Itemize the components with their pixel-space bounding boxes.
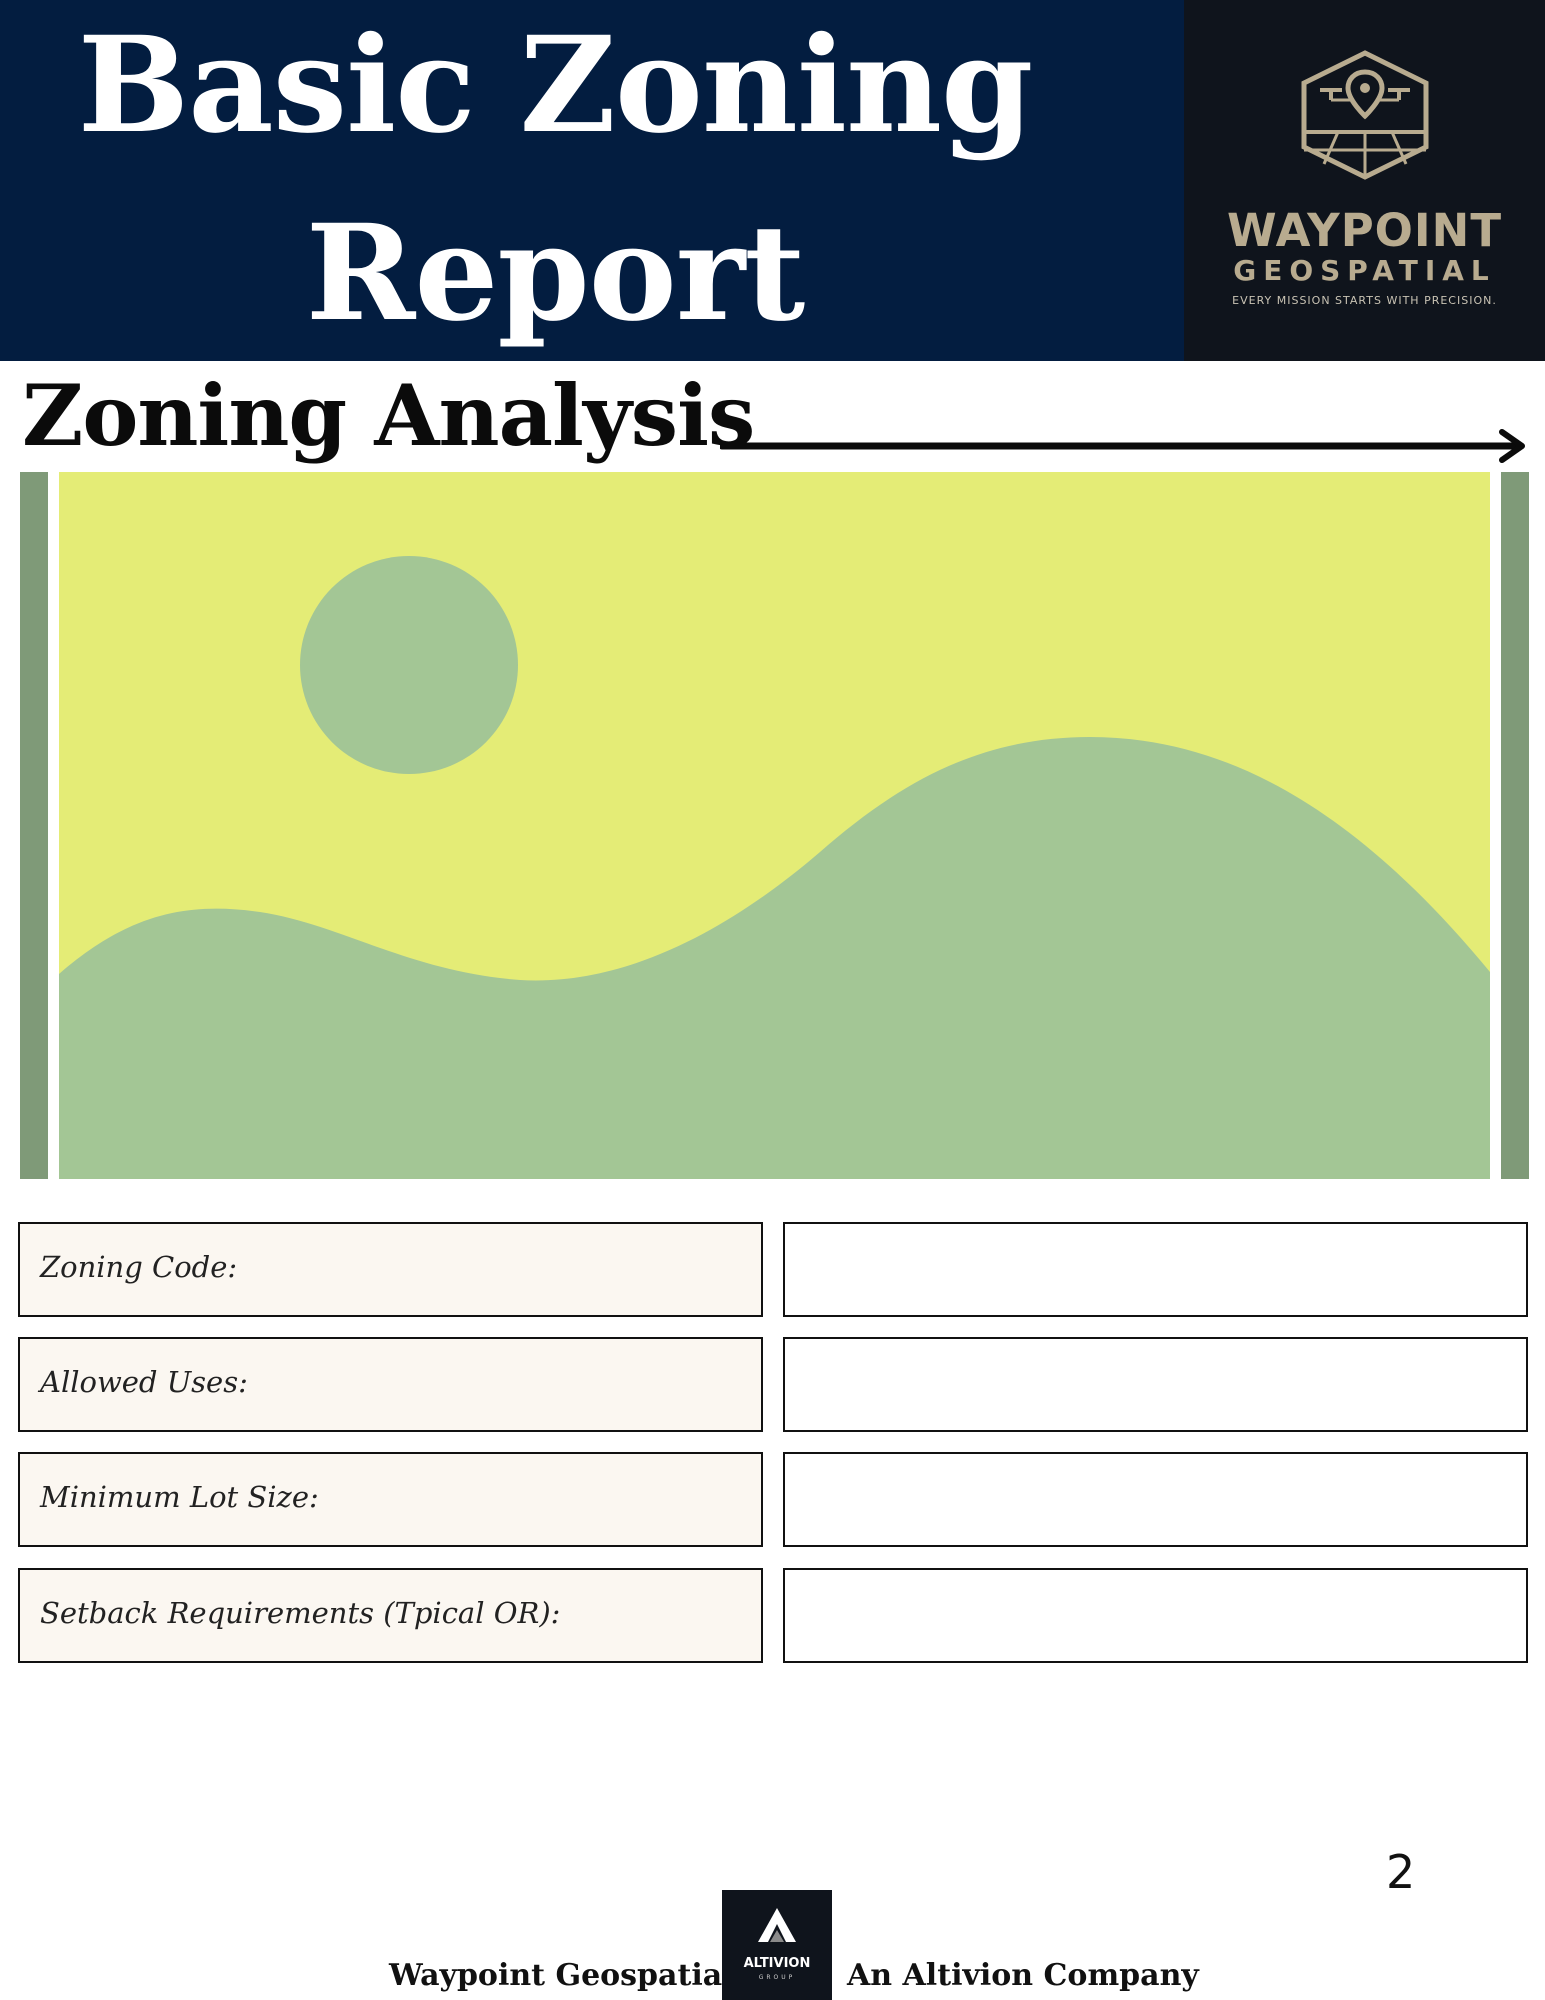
altivion-logo-sub: GROUP bbox=[758, 1974, 796, 1981]
drone-map-pin-hexagon-icon bbox=[1301, 50, 1429, 180]
field-label-minimum-lot-size: Minimum Lot Size: bbox=[40, 1480, 319, 1514]
field-label-box: Allowed Uses: bbox=[18, 1337, 763, 1432]
field-row-setback-requirements: Setback Requirements (Tpical OR): bbox=[18, 1568, 1528, 1663]
section-title: Zoning Analysis bbox=[22, 366, 755, 465]
arrow-right-icon bbox=[720, 429, 1525, 463]
allowed-uses-input[interactable] bbox=[783, 1337, 1528, 1432]
logo-tagline: EVERY MISSION STARTS WITH PRECISION. bbox=[1232, 294, 1497, 307]
field-label-box: Setback Requirements (Tpical OR): bbox=[18, 1568, 763, 1663]
footer-parent-company-text: An Altivion Company bbox=[847, 1958, 1199, 1993]
field-row-minimum-lot-size: Minimum Lot Size: bbox=[18, 1452, 1528, 1547]
zoning-code-input[interactable] bbox=[783, 1222, 1528, 1317]
field-label-setback-requirements: Setback Requirements (Tpical OR): bbox=[40, 1596, 561, 1630]
page-number: 2 bbox=[1386, 1845, 1416, 1899]
field-label-zoning-code: Zoning Code: bbox=[40, 1250, 238, 1284]
field-label-box: Zoning Code: bbox=[18, 1222, 763, 1317]
altivion-logo-name: ALTIVION bbox=[743, 1956, 811, 1971]
waypoint-logo: WAYPOINT GEOSPATIAL EVERY MISSION STARTS… bbox=[1184, 0, 1545, 361]
setback-requirements-input[interactable] bbox=[783, 1568, 1528, 1663]
landscape-placeholder-icon[interactable] bbox=[20, 472, 1529, 1179]
field-row-allowed-uses: Allowed Uses: bbox=[18, 1337, 1528, 1432]
logo-name-line-2: GEOSPATIAL bbox=[1233, 254, 1496, 287]
report-title-line-2: Report bbox=[305, 196, 806, 351]
logo-name-line-1: WAYPOINT bbox=[1226, 204, 1503, 257]
title-banner: Basic Zoning Report bbox=[0, 0, 1184, 361]
minimum-lot-size-input[interactable] bbox=[783, 1452, 1528, 1547]
report-title-line-1: Basic Zoning bbox=[77, 8, 1034, 163]
altivion-a-icon bbox=[758, 1908, 796, 1942]
field-label-box: Minimum Lot Size: bbox=[18, 1452, 763, 1547]
footer-company-text: Waypoint Geospatial — bbox=[389, 1958, 775, 1993]
field-label-allowed-uses: Allowed Uses: bbox=[40, 1365, 248, 1399]
report-header: Basic Zoning Report WAYPOINT GEOSPATIAL … bbox=[0, 0, 1545, 361]
field-row-zoning-code: Zoning Code: bbox=[18, 1222, 1528, 1317]
altivion-logo: ALTIVION GROUP bbox=[722, 1890, 832, 2000]
